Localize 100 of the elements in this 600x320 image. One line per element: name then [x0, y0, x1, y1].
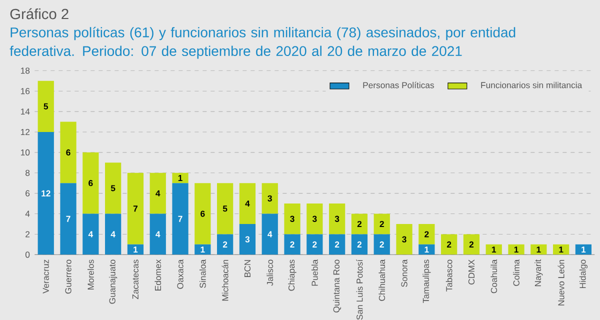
bar [150, 214, 166, 255]
legend-label: Personas Políticas [363, 82, 434, 88]
y-tick-label: 2 [26, 231, 30, 238]
data-label: 1 [178, 175, 182, 181]
data-label: 1 [200, 246, 205, 253]
bar [82, 152, 99, 214]
data-label: 4 [156, 190, 160, 196]
x-tick-label: Coahuila [490, 259, 498, 294]
bar [374, 234, 390, 255]
y-tick-label: 12 [20, 128, 30, 136]
data-label: 3 [402, 236, 406, 242]
data-label: 12 [42, 190, 50, 196]
data-label: 4 [268, 231, 272, 238]
x-tick-label: CDMX [468, 260, 475, 284]
x-tick-label: Colima [513, 259, 520, 286]
data-label: 2 [380, 220, 384, 228]
data-label: 1 [536, 246, 541, 253]
x-tick-label: Hidalgo [579, 260, 588, 288]
bar [463, 234, 480, 255]
data-label: 3 [334, 216, 340, 222]
data-label: 2 [312, 241, 317, 248]
bar [172, 172, 188, 184]
bar [38, 132, 54, 255]
bar [329, 234, 346, 255]
y-tick-label: 18 [20, 68, 30, 74]
bar [530, 244, 547, 255]
data-label: 2 [424, 231, 429, 238]
x-tick-label: BCN [244, 260, 251, 277]
x-tick-label: Sonora [401, 259, 408, 287]
data-label: 3 [290, 216, 294, 222]
data-label: 4 [156, 231, 160, 238]
data-label: 1 [424, 246, 429, 253]
bar [60, 122, 76, 184]
x-tick-label: San Luis Potosí [356, 259, 363, 320]
x-tick-label: Oaxaca [177, 259, 184, 289]
legend-label: Funcionarios sin militancia [481, 82, 582, 88]
data-label: 5 [110, 185, 116, 192]
bar [150, 172, 166, 214]
y-tick-label: 16 [20, 88, 30, 94]
data-label: 7 [133, 206, 138, 212]
data-label: 6 [66, 149, 70, 156]
bar [306, 204, 323, 234]
bar [105, 162, 122, 214]
data-label: 2 [446, 241, 452, 248]
chart-subtitle: Personas políticas (61) y funcionarios sin militancia (78) asesinados, por entidad federativa. Periodo: 07 de septiembre de 2020 al 20 de marzo de 2021 [10, 26, 516, 59]
x-tick-label: Quintana Roo [333, 260, 342, 312]
bar [60, 183, 76, 255]
bar [329, 204, 346, 234]
data-label: 1 [492, 246, 496, 253]
x-tick-label: Chihuahua [378, 259, 386, 301]
y-tick-label: 4 [25, 210, 30, 217]
bar [486, 244, 502, 255]
data-label: 4 [110, 231, 116, 238]
bar [217, 234, 234, 255]
data-label: 1 [559, 246, 564, 253]
data-label: 3 [245, 236, 250, 242]
data-label: 3 [268, 195, 272, 202]
data-label: 1 [134, 246, 138, 253]
bar [239, 183, 256, 224]
y-tick-label: 0 [25, 252, 30, 258]
data-label: 7 [66, 216, 70, 222]
bar [284, 234, 300, 255]
data-label: 2 [222, 241, 228, 248]
bar [239, 224, 256, 255]
data-label: 7 [178, 216, 182, 222]
data-label: 5 [222, 206, 228, 212]
bar [262, 214, 278, 255]
x-tick-label: Nayarit [534, 259, 543, 286]
x-tick-label: Chiapas [288, 260, 296, 291]
data-label: 1 [582, 246, 586, 253]
x-tick-label: Morelos [88, 260, 94, 290]
bar [284, 204, 300, 234]
x-tick-label: Veracruz [42, 260, 49, 294]
x-tick-label: Puebla [311, 259, 318, 286]
x-tick-label: Jalisco [266, 260, 274, 286]
data-label: 4 [245, 200, 250, 207]
x-tick-label: Tamaulipas [422, 260, 431, 304]
data-label: 2 [357, 220, 362, 228]
bar [194, 183, 211, 244]
y-tick-label: 14 [20, 108, 30, 115]
x-tick-label: Guerrero [65, 260, 72, 294]
bar [306, 234, 323, 255]
data-label: 2 [380, 241, 384, 248]
y-tick-label: 10 [20, 149, 30, 156]
bar [105, 214, 122, 255]
bar [374, 214, 390, 234]
chart-title: Gráfico 2 [10, 8, 68, 20]
data-label: 2 [334, 241, 340, 248]
x-tick-label: Guanajuato [109, 260, 118, 304]
bar [508, 244, 524, 255]
data-label: 3 [312, 216, 317, 222]
bar [262, 183, 278, 214]
bar [441, 234, 458, 255]
data-label: 4 [88, 231, 94, 238]
x-tick-label: Michoacán [222, 260, 228, 301]
bar [127, 172, 144, 244]
data-label: 2 [290, 241, 294, 248]
data-label: 1 [514, 246, 518, 253]
data-label: 6 [200, 210, 205, 217]
bar [396, 224, 412, 255]
